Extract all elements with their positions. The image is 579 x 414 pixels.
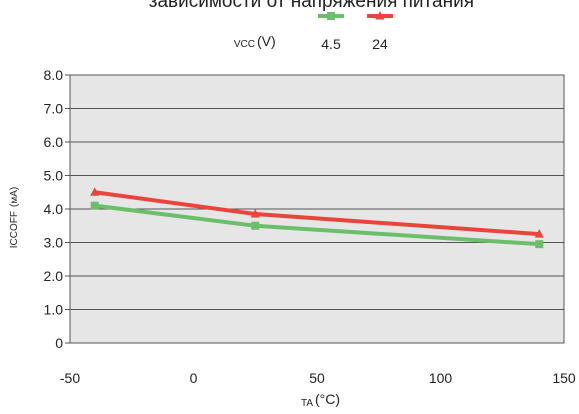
legend-label: 4.5 <box>321 36 341 52</box>
data-point <box>534 229 544 238</box>
y-tick-label: 2.0 <box>44 268 64 284</box>
y-tick-label: 8.0 <box>44 67 64 83</box>
data-point <box>250 209 260 218</box>
series-4.5 <box>90 201 544 249</box>
x-axis-label-main: TA <box>301 398 313 409</box>
legend-item: 4.5 <box>318 12 344 52</box>
y-tick-label: 7.0 <box>44 101 64 117</box>
y-axis-label-main: ICCOFF <box>9 211 20 248</box>
y-tick-label: 1.0 <box>44 302 64 318</box>
legend-label: 24 <box>372 36 388 52</box>
chart-title: зависимости от напряжения питания <box>149 0 474 12</box>
x-tick-label: 0 <box>190 370 198 386</box>
legend-title-unit: (V) <box>257 33 276 49</box>
x-tick-label: -50 <box>60 370 80 386</box>
y-tick-label: 4.0 <box>44 201 64 217</box>
data-point <box>251 221 260 230</box>
legend-swatch-marker <box>375 11 385 20</box>
x-tick-label: 150 <box>552 370 576 386</box>
legend-items: 4.5 24 <box>318 11 393 52</box>
y-axis-title: ICCOFF (мА) <box>9 187 20 248</box>
legend: VCC (V) 4.5 24 <box>234 11 393 52</box>
data-point <box>90 187 100 196</box>
y-tick-label: 6.0 <box>44 134 64 150</box>
x-axis-title: TA (°C) <box>301 391 340 409</box>
x-tick-labels: -50 0 50 100 150 <box>60 370 576 386</box>
legend-title-main: VCC <box>234 39 255 50</box>
x-axis-label-unit: (°C) <box>315 391 340 407</box>
legend-swatch-marker <box>327 12 335 20</box>
y-tick-label: 0 <box>55 335 63 351</box>
y-tick-labels: 0 1.0 2.0 3.0 4.0 5.0 6.0 7.0 8.0 <box>44 67 70 351</box>
y-tick-label: 3.0 <box>44 235 64 251</box>
series-24 <box>90 187 544 238</box>
legend-item: 24 <box>367 11 393 52</box>
series-layer <box>90 187 544 249</box>
y-tick-label: 5.0 <box>44 168 64 184</box>
gridlines <box>70 108 564 310</box>
x-tick-label: 100 <box>429 370 453 386</box>
data-point <box>535 240 544 249</box>
x-tick-label: 50 <box>309 370 325 386</box>
y-axis-label-unit: (мА) <box>9 187 20 207</box>
data-point <box>90 201 99 210</box>
